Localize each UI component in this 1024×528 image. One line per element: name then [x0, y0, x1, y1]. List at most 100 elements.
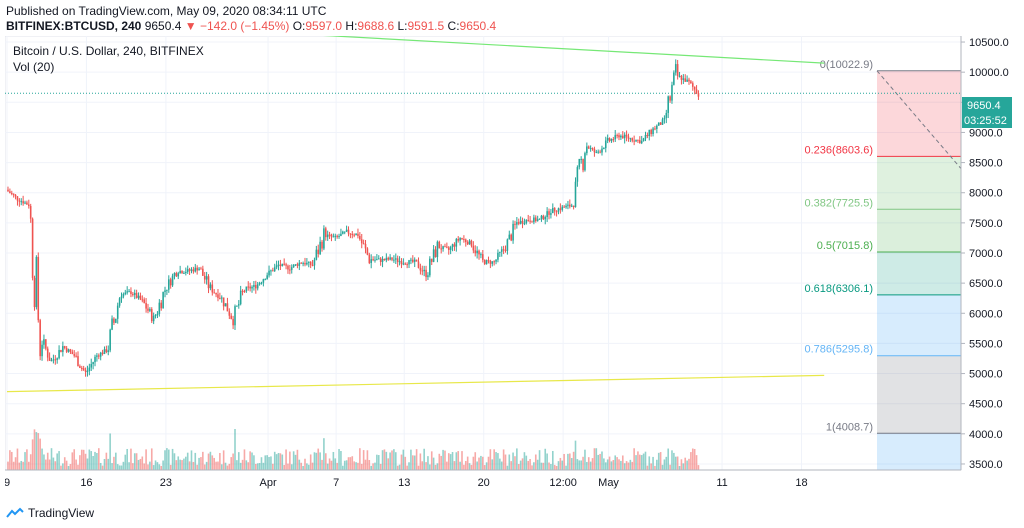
candle-body [294, 264, 297, 266]
volume-bar [251, 452, 253, 470]
volume-bar [169, 464, 172, 470]
y-tick-label: 7000.0 [969, 248, 1003, 260]
candle-body [355, 233, 357, 236]
candle-body [584, 153, 586, 171]
volume-bar [429, 464, 431, 470]
volume-bar [275, 454, 278, 470]
candle-body [207, 276, 210, 289]
candle-body [222, 297, 225, 307]
volume-bar [26, 449, 28, 470]
volume-bar [376, 454, 378, 470]
volume-bar [217, 461, 219, 470]
candle-body [302, 263, 304, 265]
candle-body [268, 270, 270, 276]
volume-bar [695, 455, 698, 470]
candle-body [179, 270, 181, 274]
volume-bar [642, 453, 645, 470]
candle-body [266, 275, 268, 280]
candle-body [98, 355, 100, 357]
candle-body [353, 234, 355, 236]
volume-bar [673, 452, 675, 470]
volume-bar [203, 464, 206, 470]
volume-bar [272, 463, 274, 470]
candle-body [478, 250, 480, 255]
volume-bar [328, 458, 331, 470]
volume-bar [650, 463, 652, 470]
candle-body [540, 215, 543, 219]
volume-bar [627, 462, 630, 470]
candle-body [463, 239, 465, 241]
candle-body [453, 244, 456, 247]
volume-bar [413, 455, 416, 470]
candle-body [175, 273, 178, 277]
candle-body [359, 236, 361, 240]
candle-body [357, 233, 359, 237]
candle-body [103, 349, 106, 354]
candle-body [321, 241, 323, 249]
candle-body [482, 254, 484, 260]
x-tick-label: 23 [160, 477, 172, 489]
candle-body [45, 339, 47, 349]
volume-bar [56, 453, 58, 470]
candle-body [277, 264, 280, 266]
volume-bar [207, 453, 210, 470]
y-axis: 3500.0 4000.0 4500.0 5000.0 5500.0 6000.0 6500… [960, 36, 1009, 471]
chart-frame[interactable]: 0(10022.9) 0.236(8603.6) 0.382(7725.5) 0.5(… [4, 17, 1019, 494]
volume-bar [99, 462, 102, 470]
volume-bar [400, 454, 403, 470]
volume-bar [343, 460, 346, 470]
volume-bar [572, 451, 575, 470]
candle-body [569, 204, 571, 207]
candle-body [14, 194, 17, 197]
volume-bar [442, 449, 444, 470]
volume-bar [28, 461, 30, 470]
volume-bar [124, 454, 127, 470]
volume-bar [529, 459, 531, 470]
grid [5, 36, 961, 470]
candle-body [642, 138, 645, 141]
volume-bar [631, 461, 634, 470]
volume-bar [697, 465, 700, 470]
volume-bar [321, 459, 323, 470]
candle-body [88, 367, 91, 371]
candlestick-chart[interactable]: 0(10022.9) 0.236(8603.6) 0.382(7725.5) 0.5(… [4, 17, 1019, 494]
tradingview-logo-icon [6, 507, 24, 518]
volume-bar [192, 461, 195, 470]
volume-bar [75, 459, 77, 470]
volume-bar [317, 448, 320, 470]
volume-bar [88, 449, 91, 470]
candle-body [111, 318, 113, 330]
volume-bar [273, 451, 276, 470]
volume-bar [39, 438, 41, 470]
volume-bar [247, 462, 250, 470]
candle-body [73, 354, 76, 356]
candle-body [576, 167, 579, 182]
volume-bar [309, 454, 312, 470]
candle-body [654, 128, 656, 130]
candle-body [527, 219, 530, 221]
candle-body [499, 251, 501, 253]
volume-bar [480, 455, 482, 470]
x-axis: 9 16 23 Apr 7 13 20 12:00 May 11 18 [4, 469, 961, 489]
volume-bar [657, 452, 660, 470]
candle-body [555, 211, 558, 213]
y-tick-label: 4500.0 [969, 399, 1003, 411]
candle-body [595, 151, 598, 153]
volume-bar [514, 456, 516, 470]
candle-body [697, 93, 700, 97]
candle-body [287, 265, 289, 270]
volume-bar [211, 455, 214, 470]
volume-bar [296, 449, 299, 470]
volume-bar [644, 451, 647, 470]
candle-body [234, 306, 236, 326]
candle-body [264, 279, 267, 281]
volume-bar [533, 462, 535, 470]
candle-body [436, 241, 439, 258]
x-tick-label: May [598, 477, 619, 489]
volume-bar [277, 453, 280, 470]
candle-body [67, 349, 70, 352]
fibonacci-retracement[interactable]: 0(10022.9) 0.236(8603.6) 0.382(7725.5) 0.5(… [5, 59, 962, 470]
candle-body [326, 234, 329, 238]
candle-body [446, 246, 448, 248]
volume-bar [635, 455, 637, 470]
